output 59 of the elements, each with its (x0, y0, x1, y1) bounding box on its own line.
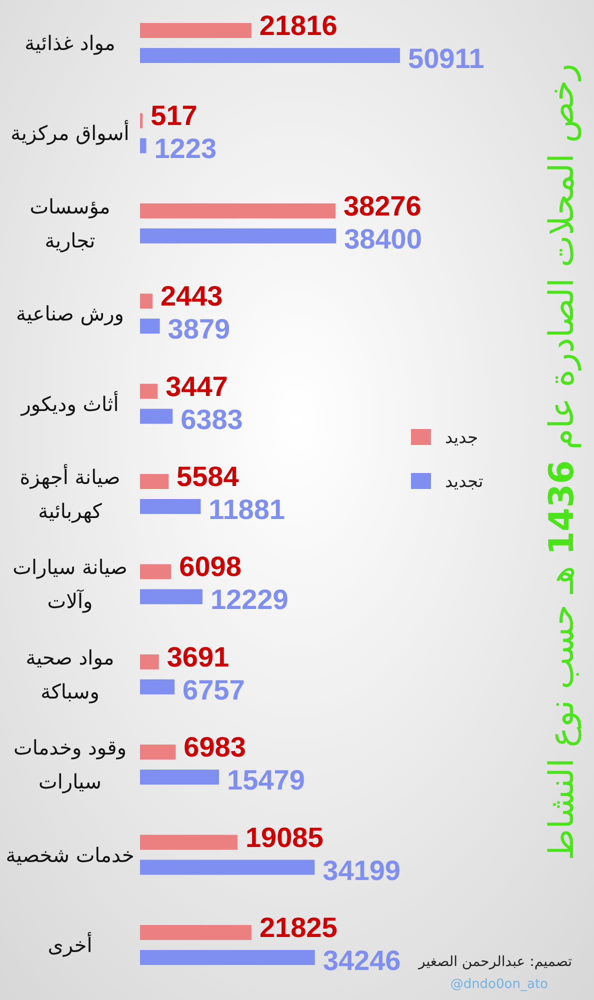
bar (140, 925, 252, 940)
bar (140, 499, 201, 514)
data-label: 6098 (179, 551, 242, 582)
bar (140, 294, 152, 309)
bar (140, 654, 159, 670)
bar (140, 203, 336, 218)
data-label: 12229 (210, 584, 288, 616)
data-label: 6983 (184, 732, 246, 763)
bar (140, 23, 252, 38)
bar (140, 48, 400, 63)
y-tick-label: أثاث وديكور (20, 390, 119, 416)
data-label: 3447 (166, 370, 228, 402)
legend-label: تجديد (445, 472, 484, 492)
bar (140, 408, 173, 424)
y-tick-label: أسواق مركزية (10, 120, 130, 146)
data-label: 2443 (160, 280, 223, 312)
y-tick-label: مواد صحية وسباكة (26, 645, 114, 704)
data-label: 6757 (182, 674, 245, 706)
y-tick-label: ورش صناعية (16, 302, 124, 326)
data-label: 21816 (259, 10, 338, 41)
bar (140, 138, 146, 154)
data-label: 19085 (245, 822, 324, 853)
bar (140, 834, 238, 850)
data-label: 11881 (208, 494, 286, 525)
data-label: 5584 (176, 461, 240, 492)
y-tick-label: خدمات شخصية (6, 842, 134, 867)
bar (140, 384, 158, 399)
text: @dndo0on_ato (450, 977, 548, 992)
y-tick-label: مؤسسات تجارية (30, 194, 110, 252)
y-tick-label: وقود وخدمات سيارات (14, 736, 126, 794)
text: تصميم: عبدالرحمن الصغير (417, 954, 572, 970)
data-label: 3691 (166, 641, 230, 672)
data-label: 3879 (168, 314, 230, 345)
data-label: 38400 (344, 223, 422, 254)
bar (140, 228, 336, 244)
bar (140, 950, 315, 965)
bar (140, 860, 315, 875)
data-label: 50911 (408, 43, 484, 74)
y-tick-label: صيانة سيارات وآلات (12, 555, 128, 614)
data-label: 15479 (227, 764, 305, 796)
data-label: 517 (150, 100, 198, 132)
data-label: 21825 (259, 912, 338, 943)
bar (140, 589, 202, 604)
y-tick-label: صيانة أجهزة كهربائية (20, 464, 120, 523)
legend-label: جديد (445, 428, 478, 448)
data-label: 1223 (154, 133, 217, 164)
bar (140, 564, 172, 580)
bar (140, 318, 160, 334)
bar (140, 770, 220, 785)
bar (140, 474, 169, 489)
y-tick-label: أخرى (48, 932, 92, 957)
data-label: 34246 (322, 945, 401, 976)
bar (140, 113, 143, 128)
data-label: 38276 (343, 190, 422, 222)
bar (140, 744, 176, 760)
data-label: 6383 (180, 404, 243, 435)
y-tick-label: مواد غذائية (24, 31, 116, 55)
bar (140, 679, 175, 694)
data-label: 34199 (322, 854, 401, 886)
